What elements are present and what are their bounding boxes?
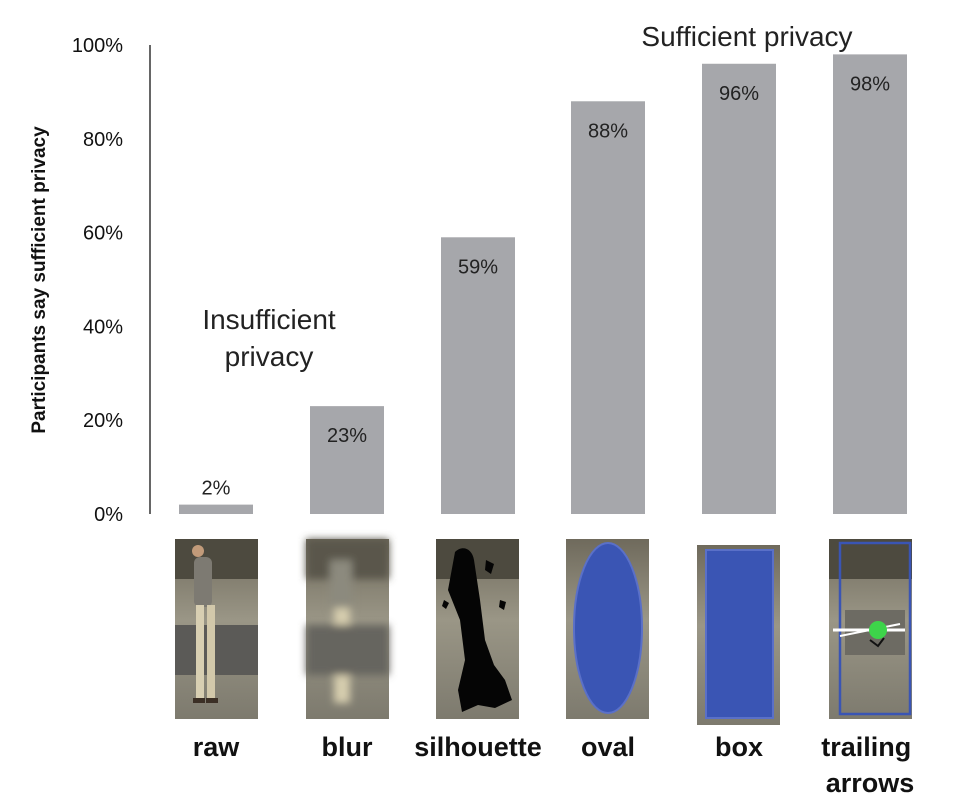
data-label: 96% <box>719 83 759 105</box>
bar-box <box>702 63 776 514</box>
bar-oval <box>571 101 645 514</box>
insufficient-annotation-line1: Insufficient <box>202 304 336 335</box>
y-axis-ticks: 0% 20% 40% 60% 80% 100% <box>72 35 123 526</box>
thumbnail-trailing-arrows <box>829 539 912 719</box>
category-label-blur: blur <box>322 732 373 762</box>
y-axis-label: Participants say sufficient privacy <box>29 126 50 434</box>
bar-blur <box>310 406 384 514</box>
bars <box>179 54 907 515</box>
data-label: 23% <box>327 425 367 447</box>
bar-trailing-arrows <box>833 54 907 514</box>
sufficient-annotation: Sufficient privacy <box>641 21 852 52</box>
y-tick-label: 0% <box>94 504 123 526</box>
thumbnail-silhouette <box>436 539 519 719</box>
data-label: 59% <box>458 256 498 278</box>
thumbnail-oval <box>566 539 649 719</box>
insufficient-annotation-line2: privacy <box>225 341 314 372</box>
y-tick-label: 100% <box>72 35 123 57</box>
thumbnail-box <box>697 545 780 725</box>
thumbnails <box>175 539 912 725</box>
category-label-raw: raw <box>193 732 241 762</box>
y-tick-label: 40% <box>83 316 123 338</box>
thumbnail-raw <box>175 539 258 719</box>
y-tick-label: 20% <box>83 410 123 432</box>
category-label-box: box <box>715 732 763 762</box>
bar-silhouette <box>441 237 515 515</box>
category-label-silhouette: silhouette <box>414 732 542 762</box>
data-labels: 2% 23% 59% 88% 96% 98% <box>202 73 891 499</box>
data-label: 2% <box>202 478 231 500</box>
y-tick-label: 80% <box>83 129 123 151</box>
y-tick-label: 60% <box>83 223 123 245</box>
bar-raw <box>179 504 253 514</box>
data-label: 98% <box>850 73 890 95</box>
data-label: 88% <box>588 120 628 142</box>
category-label-trailing-arrows: trailing arrows <box>821 732 919 798</box>
thumbnail-blur <box>306 539 389 719</box>
category-label-oval: oval <box>581 732 635 762</box>
